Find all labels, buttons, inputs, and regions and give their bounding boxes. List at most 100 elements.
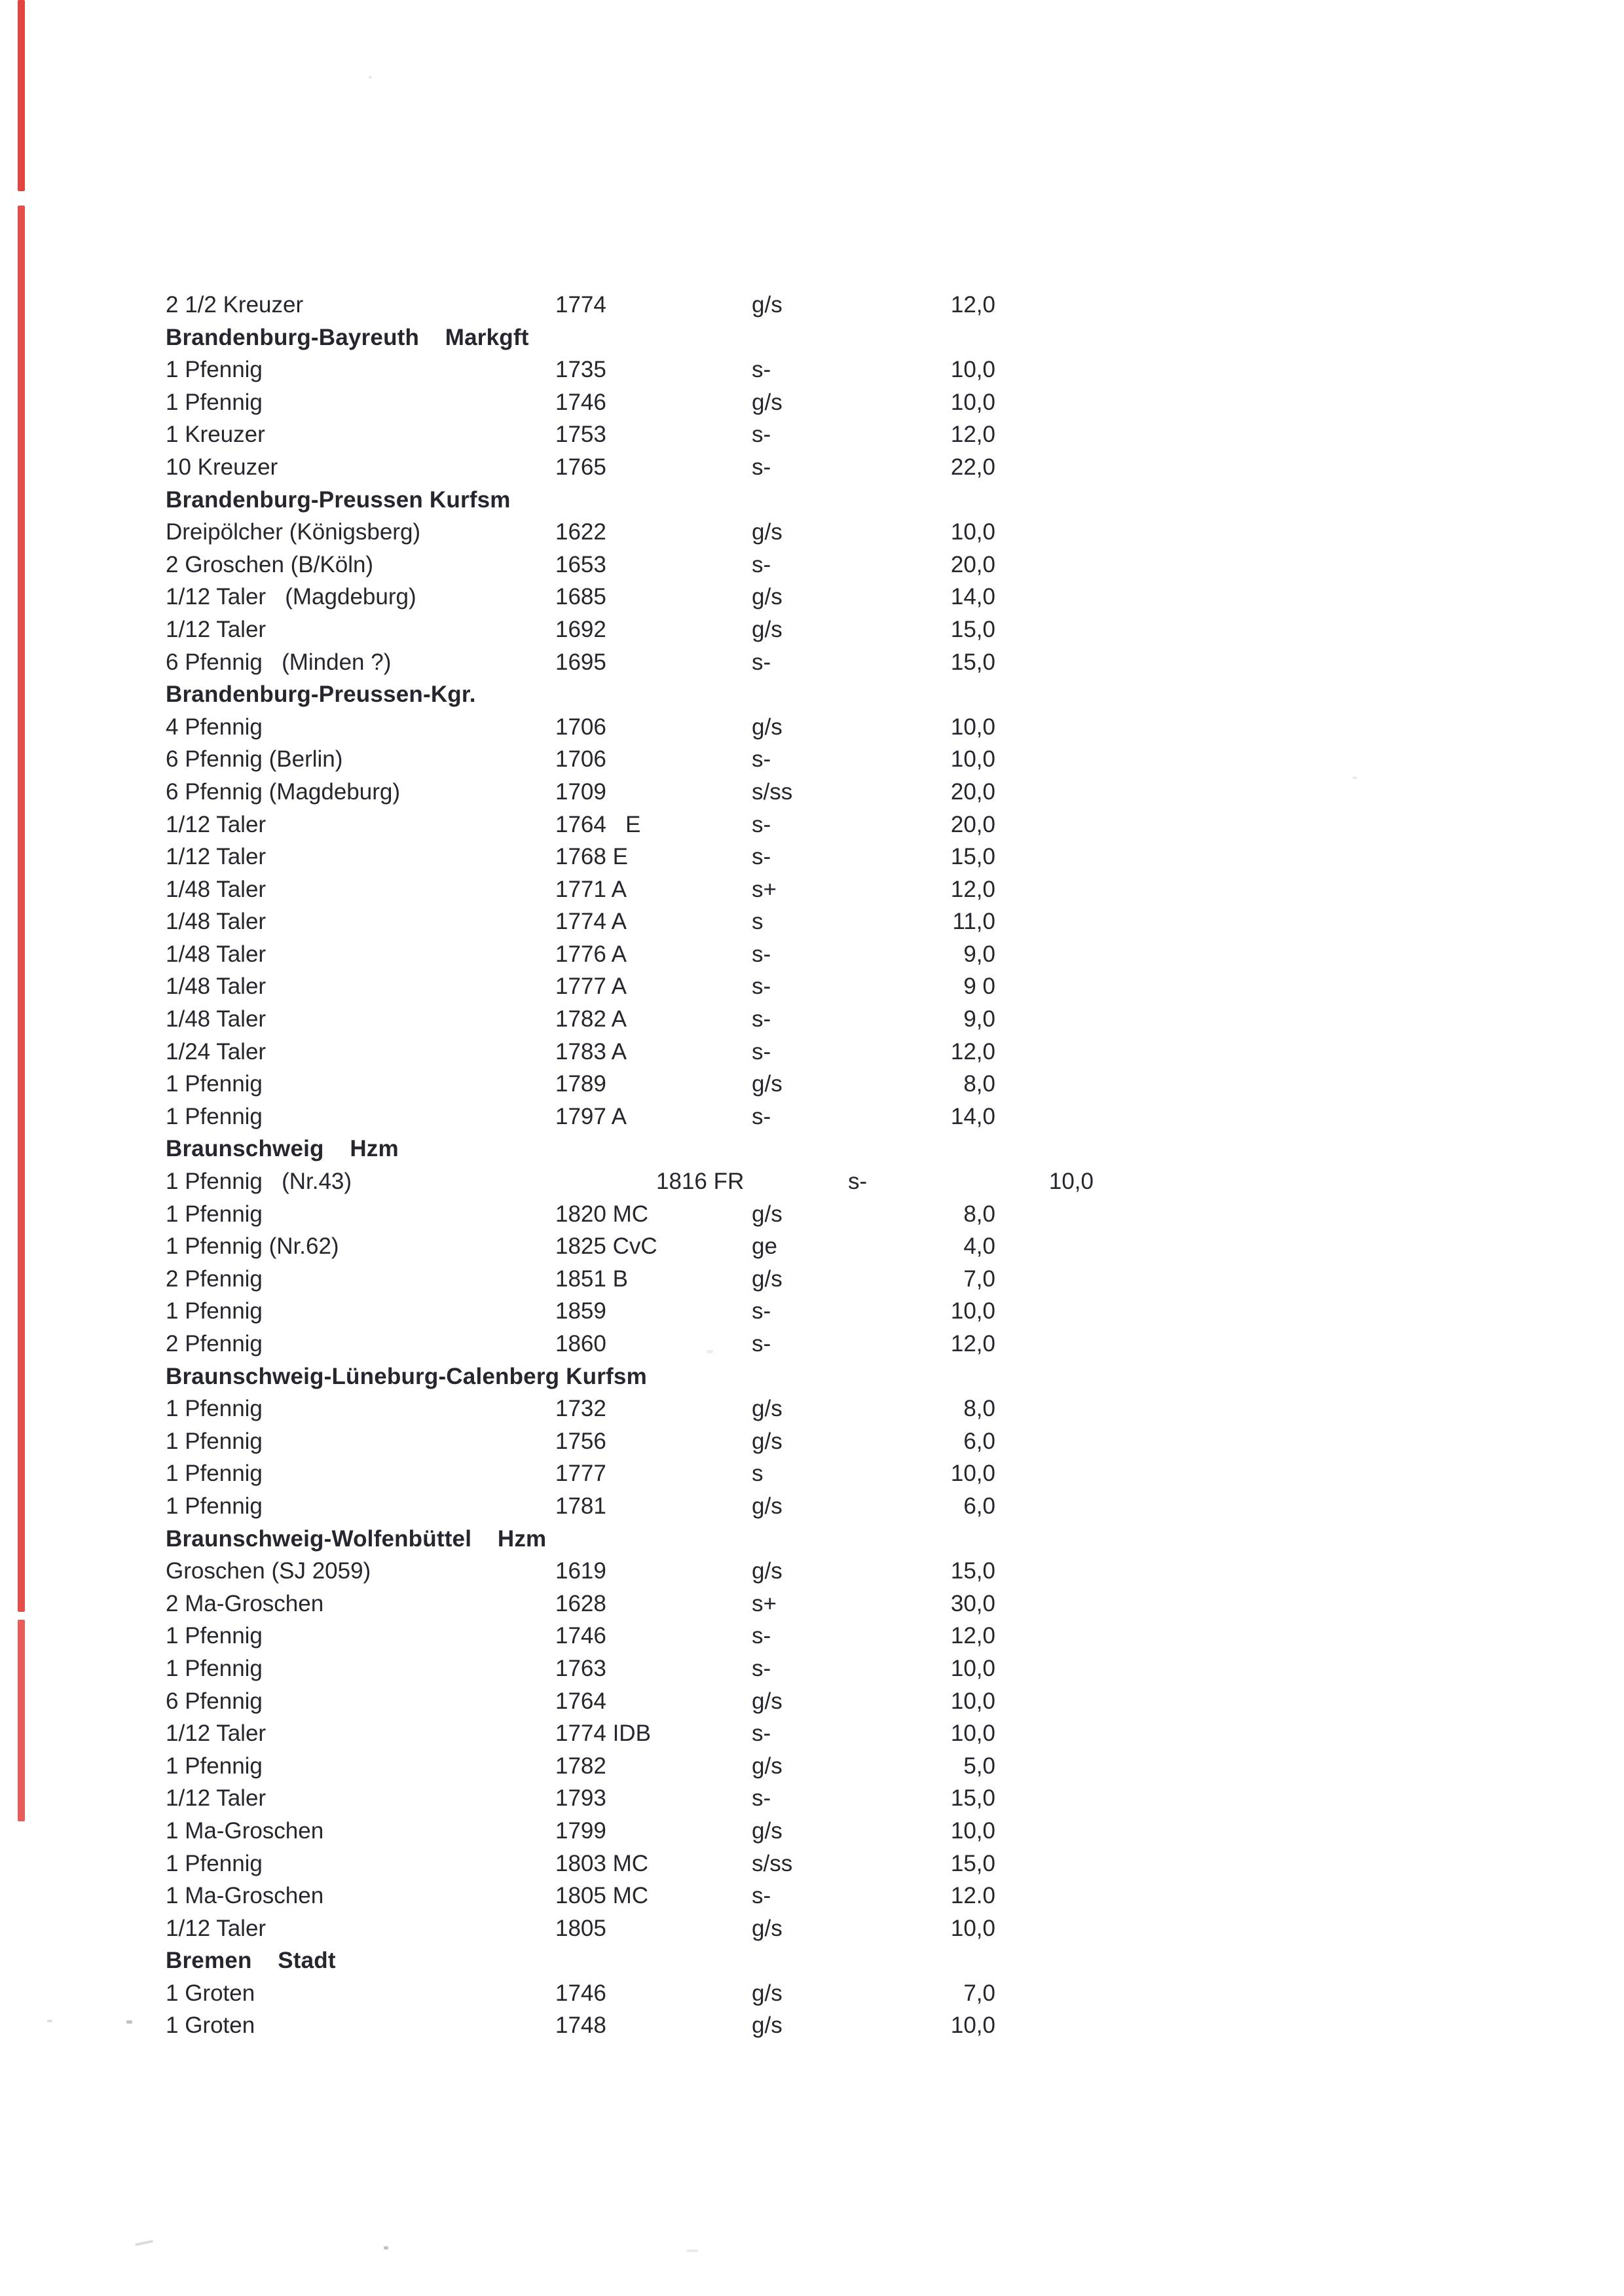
row-year: 1619 bbox=[555, 1558, 606, 1584]
row-year: 1628 bbox=[555, 1590, 606, 1616]
table-row: 6 Pfennig 1764 g/s 10,0 bbox=[166, 1685, 1213, 1718]
row-denomination: 1 Pfennig bbox=[166, 1298, 263, 1324]
row-price: 11,0 bbox=[952, 909, 995, 935]
row-year: 1735 bbox=[555, 357, 606, 383]
row-price: 10,0 bbox=[950, 1461, 995, 1487]
row-price: 10,0 bbox=[950, 1298, 995, 1324]
row-year: 1746 bbox=[555, 1980, 606, 2006]
table-row: 1 Pfennig 1777 s 10,0 bbox=[166, 1457, 1213, 1490]
row-year: 1781 bbox=[555, 1493, 606, 1519]
row-price: 10,0 bbox=[950, 1915, 995, 1941]
scan-speck bbox=[126, 2020, 132, 2024]
scan-speck bbox=[1353, 776, 1357, 779]
row-year: 1859 bbox=[555, 1298, 606, 1324]
table-row: 1 Groten 1748 g/s 10,0 bbox=[166, 2009, 1213, 2042]
row-price: 10,0 bbox=[950, 2013, 995, 2039]
row-denomination: 1 Ma-Groschen bbox=[166, 1883, 324, 1909]
row-price: 6,0 bbox=[963, 1493, 995, 1519]
table-row: 1/48 Taler 1782 A s- 9,0 bbox=[166, 1003, 1213, 1036]
table-row: 1 Pfennig 1782 g/s 5,0 bbox=[166, 1750, 1213, 1783]
row-price: 8,0 bbox=[963, 1071, 995, 1097]
scan-speck bbox=[369, 76, 372, 79]
row-denomination: 1/48 Taler bbox=[166, 876, 267, 902]
row-grade: g/s bbox=[752, 1071, 783, 1097]
row-denomination: 1 Pfennig bbox=[166, 1396, 263, 1422]
row-price: 10,0 bbox=[950, 1817, 995, 1844]
table-row: 1 Pfennig 1735 s- 10,0 bbox=[166, 354, 1213, 386]
row-grade: s- bbox=[752, 1883, 771, 1909]
row-denomination: 1/12 Taler bbox=[166, 844, 267, 870]
row-grade: g/s bbox=[752, 584, 783, 610]
row-year: 1777 A bbox=[555, 974, 627, 1000]
row-denomination: 1 Pfennig bbox=[166, 1850, 263, 1876]
row-grade: s- bbox=[752, 357, 771, 383]
scan-speck bbox=[707, 1350, 713, 1353]
row-grade: s- bbox=[752, 1655, 771, 1681]
row-grade: ge bbox=[752, 1233, 777, 1260]
row-grade: g/s bbox=[752, 714, 783, 740]
table-row: 2 Ma-Groschen 1628 s+ 30,0 bbox=[166, 1588, 1213, 1620]
row-denomination: 1 Pfennig (Nr.43) bbox=[166, 1169, 352, 1195]
row-price: 15,0 bbox=[950, 616, 995, 642]
row-year: 1797 A bbox=[555, 1103, 627, 1129]
row-denomination: Brandenburg-Preussen-Kgr. bbox=[166, 682, 476, 708]
row-denomination: 1/12 Taler bbox=[166, 616, 267, 642]
row-grade: g/s bbox=[752, 1817, 783, 1844]
row-price: 20,0 bbox=[950, 551, 995, 577]
row-price: 15,0 bbox=[950, 1850, 995, 1876]
row-price: 10,0 bbox=[950, 714, 995, 740]
row-year: 1756 bbox=[555, 1428, 606, 1454]
row-price: 5,0 bbox=[963, 1753, 995, 1779]
table-row: Braunschweig-Wolfenbüttel Hzm bbox=[166, 1523, 1213, 1556]
price-table: 2 1/2 Kreuzer 1774 g/s 12,0 Brandenburg-… bbox=[166, 289, 1213, 2042]
row-grade: s/ss bbox=[752, 778, 793, 805]
row-year: 1748 bbox=[555, 2013, 606, 2039]
row-denomination: 1 Groten bbox=[166, 1980, 255, 2006]
row-price: 8,0 bbox=[963, 1201, 995, 1227]
row-grade: s- bbox=[752, 974, 771, 1000]
row-grade: s- bbox=[752, 551, 771, 577]
row-year: 1765 bbox=[555, 454, 606, 480]
row-denomination: Braunschweig-Lüneburg-Calenberg Kurfsm bbox=[166, 1363, 647, 1389]
row-year: 1622 bbox=[555, 519, 606, 545]
table-row: 1 Pfennig 1763 s- 10,0 bbox=[166, 1652, 1213, 1685]
row-grade: g/s bbox=[752, 1980, 783, 2006]
row-grade: s- bbox=[848, 1169, 868, 1195]
row-grade: s- bbox=[752, 1785, 771, 1812]
table-row: 1/48 Taler 1777 A s- 9 0 bbox=[166, 970, 1213, 1003]
row-year: 1771 A bbox=[555, 876, 627, 902]
table-row: 1/48 Taler 1774 A s 11,0 bbox=[166, 905, 1213, 938]
scan-edge-line bbox=[18, 1620, 25, 1821]
row-year: 1799 bbox=[555, 1817, 606, 1844]
row-price: 30,0 bbox=[950, 1590, 995, 1616]
scan-speck bbox=[384, 2246, 388, 2250]
table-row: 1/12 Taler 1774 IDB s- 10,0 bbox=[166, 1717, 1213, 1750]
table-row: 1 Kreuzer 1753 s- 12,0 bbox=[166, 418, 1213, 451]
row-denomination: 2 Ma-Groschen bbox=[166, 1590, 324, 1616]
row-price: 12.0 bbox=[950, 1883, 995, 1909]
scan-edge-line bbox=[18, 206, 25, 1612]
row-denomination: 1 Pfennig bbox=[166, 357, 263, 383]
row-price: 10,0 bbox=[1048, 1169, 1094, 1195]
row-grade: g/s bbox=[752, 1753, 783, 1779]
row-denomination: 2 Pfennig bbox=[166, 1266, 263, 1292]
row-grade: s- bbox=[752, 941, 771, 967]
row-denomination: 1 Pfennig bbox=[166, 1623, 263, 1649]
row-year: 1685 bbox=[555, 584, 606, 610]
row-denomination: 1 Pfennig bbox=[166, 1103, 263, 1129]
row-denomination: 1/24 Taler bbox=[166, 1038, 267, 1065]
row-grade: s bbox=[752, 909, 764, 935]
row-price: 9,0 bbox=[963, 1006, 995, 1032]
row-price: 12,0 bbox=[950, 876, 995, 902]
row-year: 1777 bbox=[555, 1461, 606, 1487]
row-price: 12,0 bbox=[950, 1623, 995, 1649]
row-grade: s- bbox=[752, 422, 771, 448]
table-row: 1 Ma-Groschen 1799 g/s 10,0 bbox=[166, 1815, 1213, 1848]
row-denomination: Brandenburg-Bayreuth Markgft bbox=[166, 324, 529, 350]
table-row: 1/12 Taler 1805 g/s 10,0 bbox=[166, 1912, 1213, 1945]
row-grade: s/ss bbox=[752, 1850, 793, 1876]
scan-speck bbox=[134, 2240, 154, 2246]
row-grade: g/s bbox=[752, 1558, 783, 1584]
row-year: 1816 FR bbox=[656, 1169, 745, 1195]
row-grade: g/s bbox=[752, 1201, 783, 1227]
